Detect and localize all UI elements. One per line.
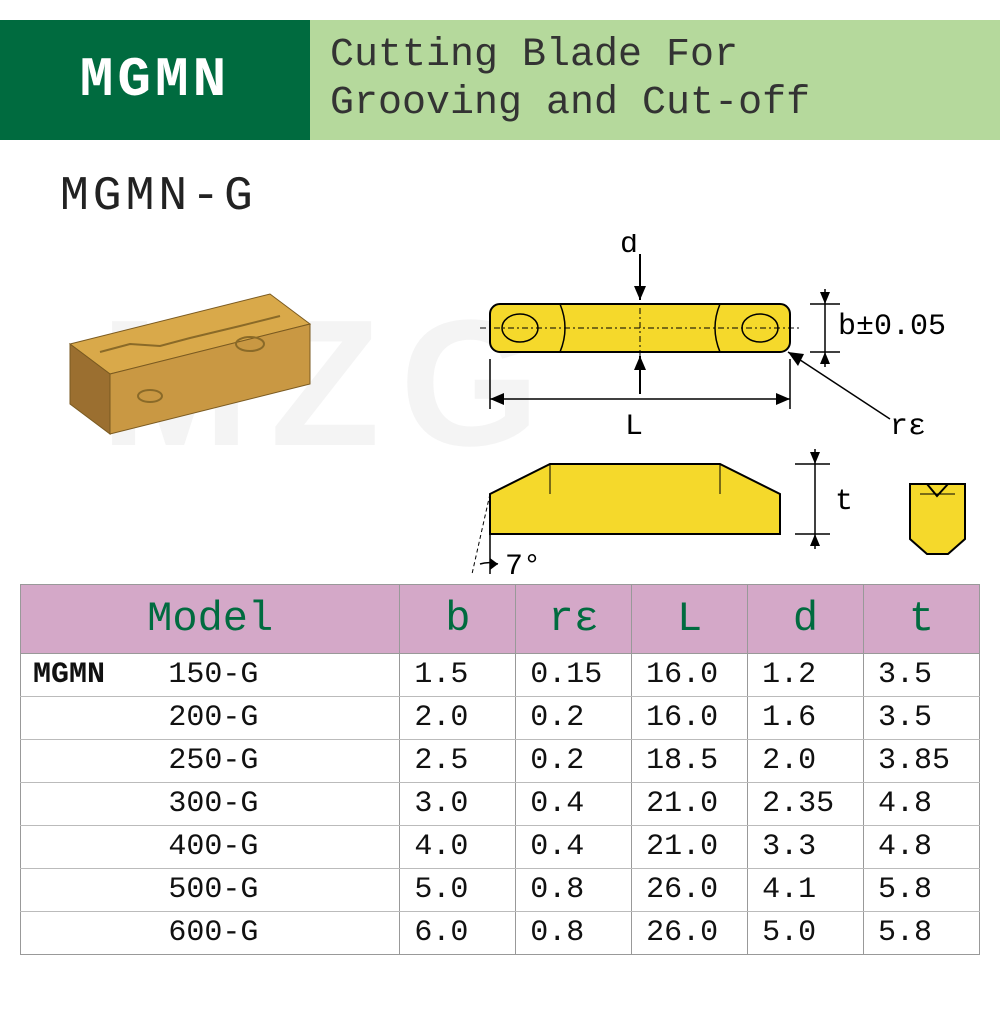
row-model: 600-G [160, 912, 400, 955]
th-b: b [400, 585, 516, 654]
row-L: 21.0 [632, 826, 748, 869]
row-d: 4.1 [748, 869, 864, 912]
row-prefix [21, 869, 161, 912]
title-line1: Cutting Blade For [330, 32, 1000, 80]
table-row: 600-G6.00.826.05.05.8 [21, 912, 980, 955]
table-row: MGMN150-G1.50.1516.01.23.5 [21, 654, 980, 697]
diagram-area: d b±0.05 L rε [0, 234, 1000, 574]
row-L: 26.0 [632, 869, 748, 912]
row-d: 1.6 [748, 697, 864, 740]
model-subtitle: MGMN-G [60, 170, 1000, 224]
end-view [910, 484, 965, 554]
table-row: 250-G2.50.218.52.03.85 [21, 740, 980, 783]
row-t: 4.8 [864, 826, 980, 869]
table-body: MGMN150-G1.50.1516.01.23.5200-G2.00.216.… [21, 654, 980, 955]
table-header-row: Model b rε L d t [21, 585, 980, 654]
label-angle: 7° [505, 550, 541, 574]
table-row: 200-G2.00.216.01.63.5 [21, 697, 980, 740]
product-code: MGMN [0, 20, 310, 140]
row-t: 3.5 [864, 697, 980, 740]
row-b: 4.0 [400, 826, 516, 869]
row-t: 3.85 [864, 740, 980, 783]
row-d: 2.35 [748, 783, 864, 826]
th-re: rε [516, 585, 632, 654]
row-re: 0.8 [516, 869, 632, 912]
row-prefix [21, 740, 161, 783]
label-t: t [835, 485, 853, 519]
th-d: d [748, 585, 864, 654]
row-t: 3.5 [864, 654, 980, 697]
label-L: L [625, 410, 643, 444]
row-prefix [21, 912, 161, 955]
th-t: t [864, 585, 980, 654]
row-d: 3.3 [748, 826, 864, 869]
row-d: 1.2 [748, 654, 864, 697]
header-bar: MGMN Cutting Blade For Grooving and Cut-… [0, 20, 1000, 140]
row-re: 0.8 [516, 912, 632, 955]
row-re: 0.15 [516, 654, 632, 697]
row-b: 6.0 [400, 912, 516, 955]
insert-3d-illustration [40, 274, 340, 474]
dim-b: b±0.05 [810, 289, 946, 367]
row-prefix [21, 826, 161, 869]
row-L: 16.0 [632, 697, 748, 740]
technical-drawing: d b±0.05 L rε [420, 234, 980, 574]
label-re: rε [890, 410, 926, 444]
row-prefix [21, 697, 161, 740]
row-L: 18.5 [632, 740, 748, 783]
row-model: 150-G [160, 654, 400, 697]
th-model: Model [21, 585, 400, 654]
table-row: 300-G3.00.421.02.354.8 [21, 783, 980, 826]
row-b: 2.0 [400, 697, 516, 740]
row-model: 200-G [160, 697, 400, 740]
row-t: 4.8 [864, 783, 980, 826]
spec-table: Model b rε L d t MGMN150-G1.50.1516.01.2… [20, 584, 980, 955]
row-prefix: MGMN [21, 654, 161, 697]
row-model: 500-G [160, 869, 400, 912]
th-L: L [632, 585, 748, 654]
row-re: 0.2 [516, 740, 632, 783]
row-prefix [21, 783, 161, 826]
row-re: 0.4 [516, 783, 632, 826]
row-L: 21.0 [632, 783, 748, 826]
label-b: b±0.05 [838, 310, 946, 344]
row-model: 300-G [160, 783, 400, 826]
row-L: 26.0 [632, 912, 748, 955]
row-t: 5.8 [864, 912, 980, 955]
row-model: 250-G [160, 740, 400, 783]
row-b: 2.5 [400, 740, 516, 783]
row-re: 0.2 [516, 697, 632, 740]
row-b: 3.0 [400, 783, 516, 826]
row-L: 16.0 [632, 654, 748, 697]
row-d: 5.0 [748, 912, 864, 955]
product-title: Cutting Blade For Grooving and Cut-off [310, 20, 1000, 140]
table-row: 400-G4.00.421.03.34.8 [21, 826, 980, 869]
row-re: 0.4 [516, 826, 632, 869]
table-row: 500-G5.00.826.04.15.8 [21, 869, 980, 912]
row-b: 5.0 [400, 869, 516, 912]
dim-re: rε [788, 352, 926, 444]
row-t: 5.8 [864, 869, 980, 912]
row-model: 400-G [160, 826, 400, 869]
top-view [480, 294, 800, 362]
side-view: t 7° [472, 449, 853, 574]
row-d: 2.0 [748, 740, 864, 783]
title-line2: Grooving and Cut-off [330, 80, 1000, 128]
label-d: d [620, 234, 638, 262]
row-b: 1.5 [400, 654, 516, 697]
